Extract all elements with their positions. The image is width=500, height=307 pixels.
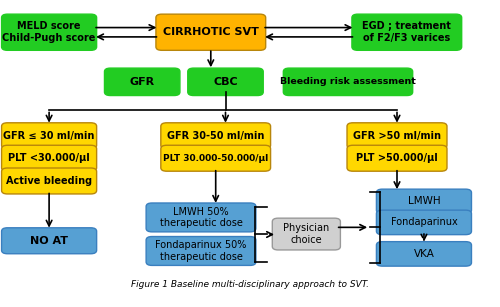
FancyBboxPatch shape (146, 236, 256, 266)
Text: Fondaparinux 50%
therapeutic dose: Fondaparinux 50% therapeutic dose (156, 240, 246, 262)
FancyBboxPatch shape (272, 218, 340, 250)
Text: LMWH: LMWH (408, 196, 440, 206)
FancyBboxPatch shape (156, 14, 266, 50)
Text: Physician
choice: Physician choice (283, 223, 330, 245)
Text: LMWH 50%
therapeutic dose: LMWH 50% therapeutic dose (160, 207, 242, 228)
Text: GFR: GFR (130, 77, 155, 87)
Text: GFR >50 ml/min: GFR >50 ml/min (353, 131, 441, 141)
FancyBboxPatch shape (376, 210, 472, 235)
Text: MELD score
Child-Pugh score: MELD score Child-Pugh score (2, 21, 96, 43)
FancyBboxPatch shape (161, 145, 270, 171)
FancyBboxPatch shape (104, 68, 180, 95)
Text: Figure 1 Baseline multi-disciplinary approach to SVT.: Figure 1 Baseline multi-disciplinary app… (131, 280, 369, 289)
Text: EGD ; treatment
of F2/F3 varices: EGD ; treatment of F2/F3 varices (362, 21, 451, 43)
FancyBboxPatch shape (347, 123, 447, 149)
Text: PLT >50.000/μl: PLT >50.000/μl (356, 153, 438, 163)
Text: CBC: CBC (213, 77, 238, 87)
FancyBboxPatch shape (161, 123, 270, 149)
FancyBboxPatch shape (2, 14, 96, 50)
Text: VKA: VKA (414, 249, 434, 259)
FancyBboxPatch shape (284, 68, 412, 95)
FancyBboxPatch shape (146, 203, 256, 232)
FancyBboxPatch shape (352, 14, 462, 50)
FancyBboxPatch shape (2, 228, 96, 254)
FancyBboxPatch shape (376, 242, 472, 266)
FancyBboxPatch shape (347, 145, 447, 171)
Text: Bleeding risk assessment: Bleeding risk assessment (280, 77, 416, 86)
FancyBboxPatch shape (2, 168, 96, 194)
FancyBboxPatch shape (188, 68, 263, 95)
Text: PLT 30.000-50.000/μl: PLT 30.000-50.000/μl (163, 154, 268, 163)
Text: CIRRHOTIC SVT: CIRRHOTIC SVT (163, 27, 258, 37)
FancyBboxPatch shape (376, 189, 472, 214)
Text: GFR ≤ 30 ml/min: GFR ≤ 30 ml/min (4, 131, 95, 141)
Text: NO AT: NO AT (30, 236, 68, 246)
FancyBboxPatch shape (2, 145, 96, 171)
Text: PLT <30.000/μl: PLT <30.000/μl (8, 153, 90, 163)
FancyBboxPatch shape (2, 123, 96, 149)
Text: Active bleeding: Active bleeding (6, 176, 92, 186)
Text: Fondaparinux: Fondaparinux (390, 217, 458, 227)
Text: GFR 30-50 ml/min: GFR 30-50 ml/min (167, 131, 264, 141)
